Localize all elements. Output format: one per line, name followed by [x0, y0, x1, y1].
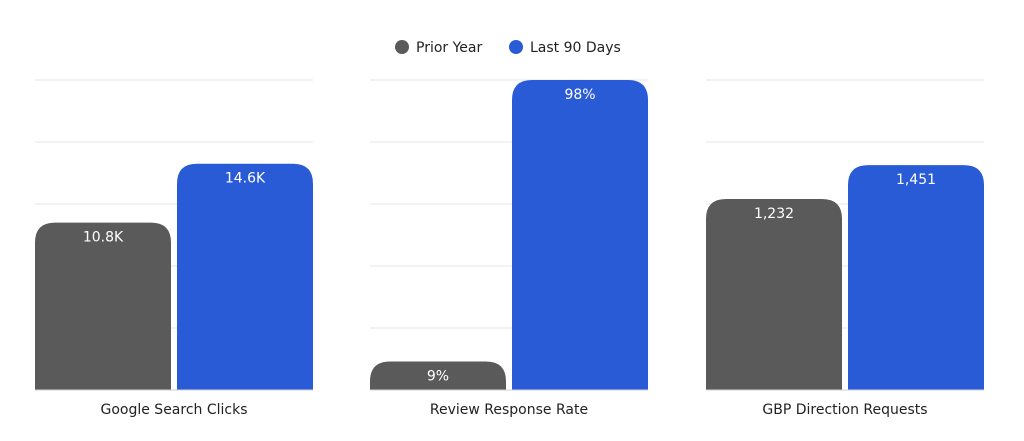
legend-label-prior-year: Prior Year [416, 40, 482, 56]
panel-google-search-clicks: 10.8K 14.6K Google Search Clicks [35, 79, 313, 418]
chart-panels: 10.8K 14.6K Google Search Clicks 9% 98% Revie… [35, 79, 984, 418]
bar-google-search-clicks-last-90-days [177, 163, 313, 390]
legend-label-last-90-days: Last 90 Days [530, 40, 621, 56]
category-label-gbp-direction-requests: GBP Direction Requests [762, 402, 927, 418]
legend: Prior Year Last 90 Days [395, 40, 621, 56]
legend-swatch-prior-year [395, 40, 409, 54]
bar-gbp-direction-requests-prior-year [706, 199, 842, 390]
panel-gbp-direction-requests: 1,232 1,451 GBP Direction Requests [706, 79, 984, 418]
data-label-google-search-clicks-last-90-days: 14.6K [225, 171, 266, 187]
bar-review-response-rate-prior-year [370, 361, 506, 390]
panel-review-response-rate: 9% 98% Review Response Rate [370, 79, 648, 418]
data-label-review-response-rate-last-90-days: 98% [564, 87, 595, 103]
data-label-gbp-direction-requests-last-90-days: 1,451 [896, 172, 936, 188]
legend-item-last-90-days: Last 90 Days [509, 40, 621, 56]
data-label-gbp-direction-requests-prior-year: 1,232 [754, 206, 794, 222]
category-label-review-response-rate: Review Response Rate [430, 402, 588, 418]
category-label-google-search-clicks: Google Search Clicks [100, 402, 247, 418]
legend-swatch-last-90-days [509, 40, 523, 54]
data-label-review-response-rate-prior-year: 9% [427, 369, 449, 385]
bar-gbp-direction-requests-last-90-days [848, 165, 984, 390]
bar-google-search-clicks-prior-year [35, 222, 171, 390]
legend-item-prior-year: Prior Year [395, 40, 482, 56]
bar-review-response-rate-last-90-days [512, 80, 648, 390]
data-label-google-search-clicks-prior-year: 10.8K [83, 230, 124, 246]
